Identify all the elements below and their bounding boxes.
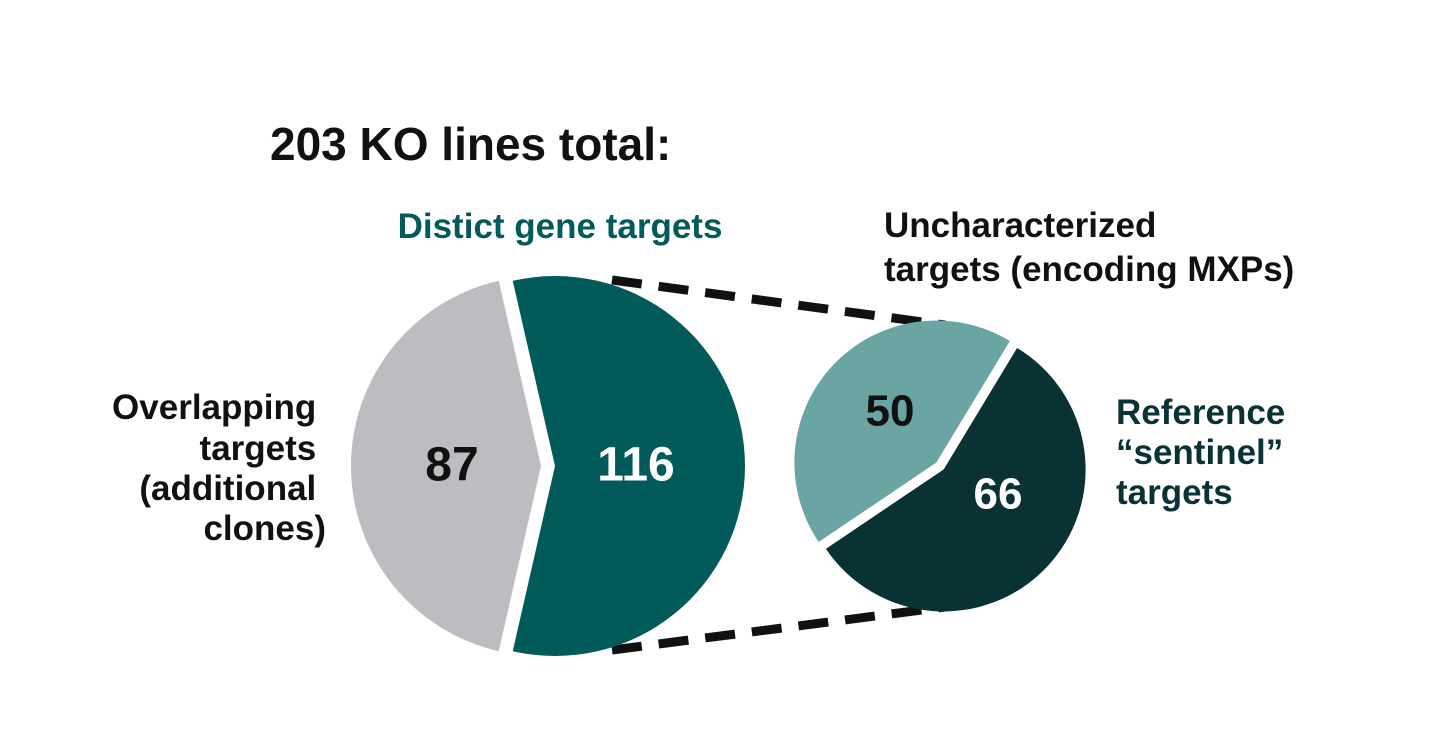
data-label-uncharacterized: 50	[866, 387, 915, 436]
pie-slice-distinct	[512, 276, 745, 656]
legend-label-overlapping-line-3: (additional	[139, 469, 316, 508]
legend-label-reference: Reference “sentinel” targets	[1116, 393, 1295, 512]
data-label-reference: 66	[974, 470, 1023, 519]
legend-label-uncharacterized: Uncharacterized targets (encoding MXPs)	[884, 206, 1294, 289]
legend-label-uncharacterized-line-2: targets (encoding MXPs)	[884, 250, 1294, 289]
legend-label-reference-line-2: “sentinel”	[1116, 433, 1283, 472]
pie-slice-uncharacterized	[794, 320, 1010, 542]
legend-label-uncharacterized-line-1: Uncharacterized	[884, 206, 1156, 245]
connector-line-top	[611, 275, 946, 330]
connector-line-bottom	[611, 602, 946, 655]
main-pie: 87 116	[350, 276, 745, 656]
legend-label-reference-line-3: targets	[1116, 473, 1233, 512]
legend-label-overlapping-line-2: targets	[200, 429, 317, 468]
pie-slice-overlapping	[350, 280, 541, 652]
legend-label-overlapping-line-1: Overlapping	[112, 388, 316, 427]
pie-slice-reference	[825, 347, 1086, 612]
legend-label-distinct: Distict gene targets	[398, 207, 723, 246]
data-label-overlapping: 87	[425, 439, 478, 492]
chart-title: 203 KO lines total:	[270, 118, 671, 170]
data-label-distinct: 116	[597, 439, 674, 492]
legend-label-reference-line-1: Reference	[1116, 393, 1285, 432]
legend-label-overlapping-line-4: clones)	[203, 509, 326, 548]
sub-pie: 50 66	[794, 320, 1086, 612]
legend-label-overlapping: Overlapping targets (additional clones)	[112, 388, 326, 548]
